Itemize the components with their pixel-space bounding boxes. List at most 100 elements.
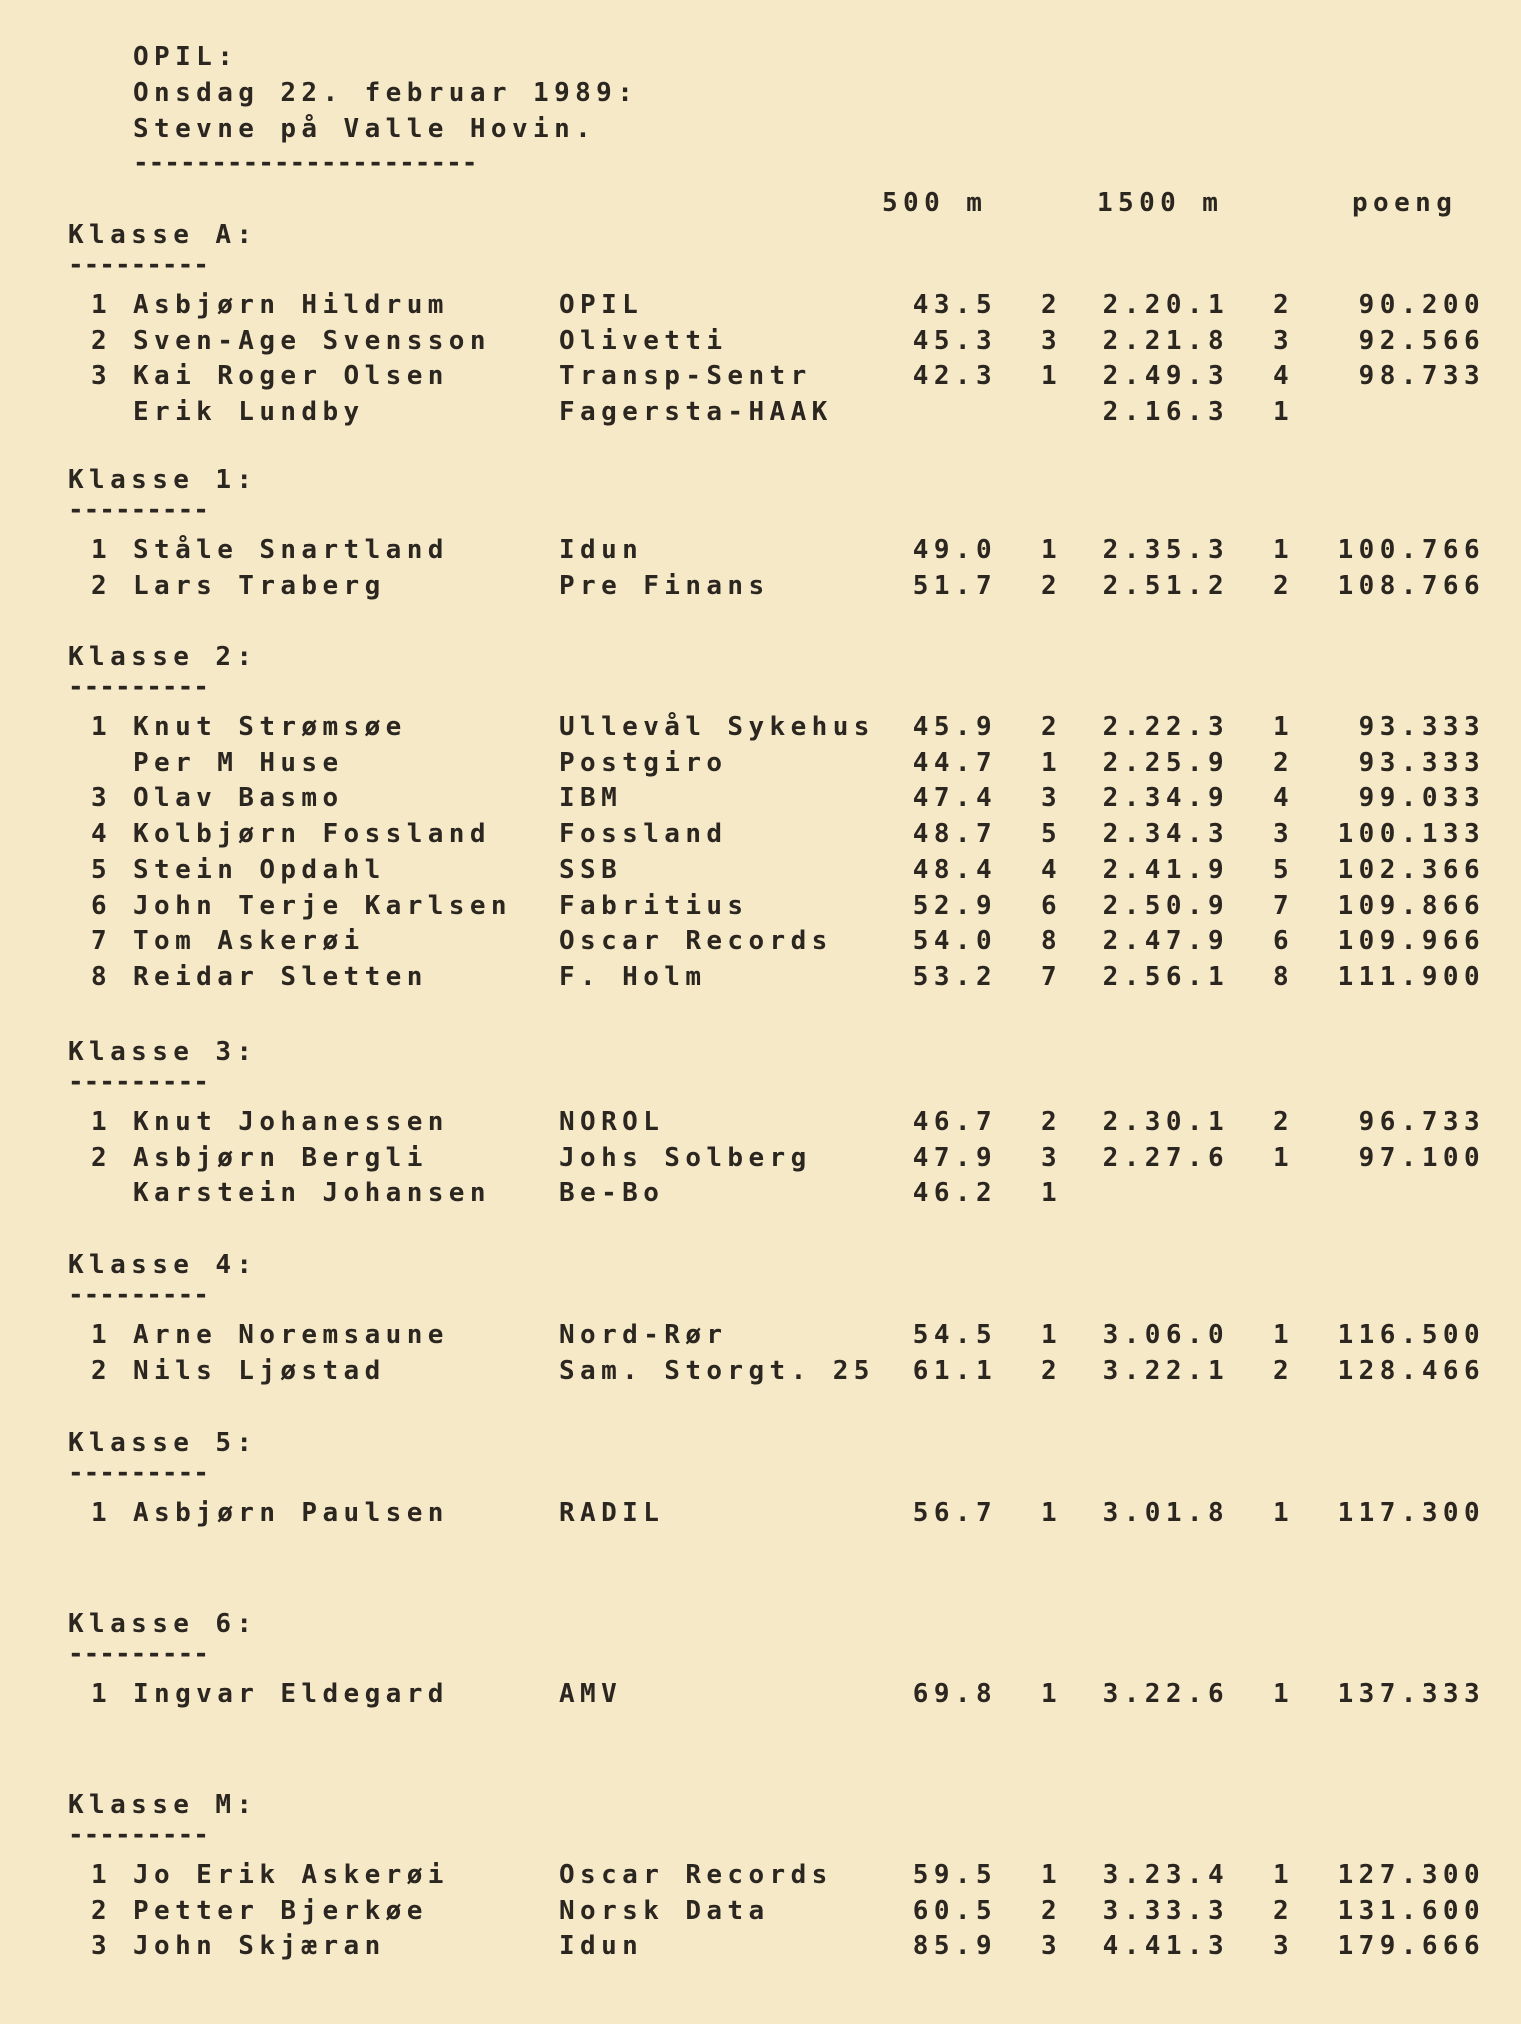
place-500m: 2	[1040, 1107, 1062, 1137]
section-underline: ---------	[68, 495, 209, 525]
time-500m: 51.7	[912, 570, 997, 601]
club: Fabritius	[559, 890, 749, 921]
place-1500m: 1	[1272, 1679, 1294, 1709]
place-500m: 1	[1040, 535, 1062, 565]
athlete-name: Tom Askerøi	[133, 926, 365, 957]
club: Nord-Rør	[559, 1320, 728, 1350]
place-500m: 1	[1040, 1679, 1062, 1709]
rank: 1	[90, 1107, 112, 1137]
place-1500m: 1	[1272, 1860, 1294, 1890]
points: 102.366	[1337, 854, 1485, 885]
place-1500m: 3	[1272, 1931, 1294, 1962]
rank: 3	[90, 1931, 112, 1962]
time-500m: 60.5	[912, 1895, 997, 1926]
rank: 2	[90, 1142, 112, 1173]
club: Oscar Records	[559, 1860, 833, 1890]
place-500m: 1	[1040, 1320, 1062, 1350]
time-1500m: 3.22.6	[1102, 1679, 1229, 1709]
athlete-name: John Terje Karlsen	[133, 890, 512, 921]
points: 128.466	[1337, 1355, 1485, 1386]
header-underline: ----------------------	[133, 148, 478, 178]
time-500m: 47.4	[912, 783, 997, 814]
place-500m: 1	[1040, 747, 1062, 778]
time-1500m: 2.51.2	[1102, 570, 1229, 601]
points: 100.133	[1337, 819, 1485, 850]
rank: 5	[90, 854, 112, 885]
place-1500m: 6	[1272, 926, 1294, 957]
time-500m: 45.9	[912, 712, 997, 742]
place-1500m: 1	[1272, 1320, 1294, 1350]
place-1500m: 1	[1272, 712, 1294, 742]
time-1500m: 2.20.1	[1102, 290, 1229, 320]
time-500m: 56.7	[912, 1498, 997, 1528]
place-1500m: 3	[1272, 819, 1294, 850]
place-1500m: 2	[1272, 1895, 1294, 1926]
time-500m: 69.8	[912, 1679, 997, 1709]
points: 93.333	[1358, 712, 1485, 742]
section-title: Klasse M:	[68, 1790, 258, 1820]
points: 100.766	[1337, 535, 1485, 565]
time-1500m: 2.56.1	[1102, 961, 1229, 992]
club: Pre Finans	[559, 570, 770, 601]
athlete-name: Sven-Age Svensson	[133, 325, 491, 356]
time-500m: 48.4	[912, 854, 997, 885]
club: Idun	[559, 535, 644, 565]
column-500m: 500 m	[882, 188, 988, 218]
points: 92.566	[1358, 325, 1485, 356]
column-poeng: poeng	[1352, 188, 1458, 218]
points: 97.100	[1358, 1142, 1485, 1173]
place-1500m: 2	[1272, 570, 1294, 601]
athlete-name: Lars Traberg	[133, 570, 386, 601]
club: Olivetti	[559, 325, 728, 356]
points: 108.766	[1337, 570, 1485, 601]
points: 98.733	[1358, 361, 1485, 392]
club: SSB	[559, 854, 623, 885]
points: 117.300	[1337, 1498, 1485, 1528]
club: AMV	[559, 1679, 623, 1709]
athlete-name: Petter Bjerkøe	[133, 1895, 428, 1926]
points: 179.666	[1337, 1931, 1485, 1962]
place-1500m: 2	[1272, 1355, 1294, 1386]
place-500m: 2	[1040, 290, 1062, 320]
place-1500m: 1	[1272, 1498, 1294, 1528]
club: Oscar Records	[559, 926, 833, 957]
club: Fossland	[559, 819, 728, 850]
club: OPIL	[559, 290, 644, 320]
time-1500m: 2.27.6	[1102, 1142, 1229, 1173]
athlete-name: Asbjørn Paulsen	[133, 1498, 449, 1528]
points: 109.966	[1337, 926, 1485, 957]
rank: 2	[90, 1895, 112, 1926]
rank: 1	[90, 1860, 112, 1890]
athlete-name: Kai Roger Olsen	[133, 361, 449, 392]
section-underline: ---------	[68, 250, 209, 280]
place-1500m: 4	[1272, 783, 1294, 814]
rank: 6	[90, 890, 112, 921]
time-1500m: 2.16.3	[1102, 397, 1229, 428]
athlete-name: Asbjørn Bergli	[133, 1142, 428, 1173]
place-500m: 2	[1040, 1895, 1062, 1926]
place-500m: 1	[1040, 1860, 1062, 1890]
club: Be-Bo	[559, 1178, 665, 1209]
points: 109.866	[1337, 890, 1485, 921]
club: Transp-Sentr	[559, 361, 812, 392]
time-1500m: 2.47.9	[1102, 926, 1229, 957]
time-1500m: 3.06.0	[1102, 1320, 1229, 1350]
time-1500m: 2.22.3	[1102, 712, 1229, 742]
section-underline: ---------	[68, 1639, 209, 1669]
athlete-name: Arne Noremsaune	[133, 1320, 449, 1350]
place-500m: 6	[1040, 890, 1062, 921]
place-1500m: 8	[1272, 961, 1294, 992]
rank: 1	[90, 1320, 112, 1350]
athlete-name: Ingvar Eldegard	[133, 1679, 449, 1709]
athlete-name: Asbjørn Hildrum	[133, 290, 449, 320]
time-1500m: 3.33.3	[1102, 1895, 1229, 1926]
time-500m: 54.0	[912, 926, 997, 957]
rank: 7	[90, 926, 112, 957]
place-1500m: 7	[1272, 890, 1294, 921]
time-500m: 46.7	[912, 1107, 997, 1137]
club: Norsk Data	[559, 1895, 770, 1926]
place-1500m: 2	[1272, 290, 1294, 320]
place-500m: 1	[1040, 1178, 1062, 1209]
time-1500m: 2.21.8	[1102, 325, 1229, 356]
section-underline: ---------	[68, 1067, 209, 1097]
